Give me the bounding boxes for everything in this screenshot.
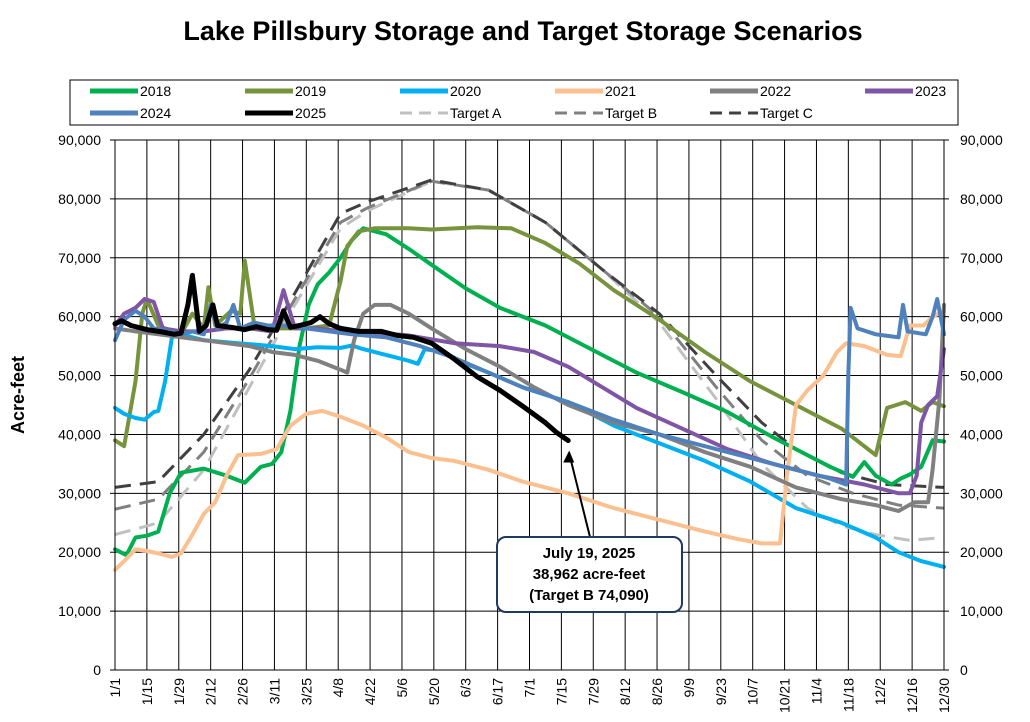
x-tick-label: 9/9 [681, 678, 697, 698]
y-tick-label-right: 90,000 [960, 132, 1003, 148]
series-line-2022 [113, 302, 946, 513]
y-tick-label-right: 80,000 [960, 191, 1003, 207]
legend-label: 2019 [295, 83, 326, 99]
y-tick-label-right: 70,000 [960, 250, 1003, 266]
legend-label: 2020 [450, 83, 481, 99]
x-tick-label: 6/3 [458, 678, 474, 698]
y-tick-label-left: 0 [93, 662, 101, 678]
legend: 2018 2019 2020 2021 2022 2023 2024 2025 Target A… [90, 83, 946, 121]
series-line-2018 [113, 226, 946, 558]
y-tick-label-left: 40,000 [58, 426, 101, 442]
annotation-text: (Target B 74,090) [529, 587, 649, 604]
x-tick-label: 11/18 [840, 678, 856, 712]
annotation-text: 38,962 acre-feet [533, 566, 646, 583]
x-tick-label: 1/1 [107, 678, 123, 698]
series-line-target-a [114, 179, 945, 542]
series-line-target-b [114, 179, 945, 511]
x-tick-label: 2/26 [235, 678, 251, 705]
x-tick-label: 4/22 [362, 678, 378, 705]
y-tick-label-left: 30,000 [58, 485, 101, 501]
series-line-2023 [113, 288, 946, 496]
y-tick-label-right: 60,000 [960, 309, 1003, 325]
annotation-text: July 19, 2025 [543, 545, 636, 562]
x-tick-label: 1/29 [171, 678, 187, 705]
legend-label: Target A [450, 105, 502, 121]
x-tick-label: 5/6 [394, 678, 410, 698]
y-axis-right: 0 10,000 20,000 30,000 40,000 50,000 60,000 70,… [944, 132, 1003, 678]
legend-label: Target B [605, 105, 657, 121]
series-line-2021 [113, 308, 946, 572]
y-tick-label-right: 40,000 [960, 426, 1003, 442]
x-tick-label: 11/4 [808, 678, 824, 704]
series-line-2024 [113, 297, 946, 487]
x-tick-label: 7/29 [585, 678, 601, 705]
legend-label: 2025 [295, 105, 326, 121]
x-axis: 1/1 1/15 1/29 2/12 2/26 3/11 3/25 4/8 4/22 5/6 5/2… [107, 678, 952, 713]
y-tick-label-left: 60,000 [58, 309, 101, 325]
y-tick-label-left: 50,000 [58, 368, 101, 384]
x-tick-label: 10/7 [745, 678, 761, 705]
legend-label: 2018 [140, 83, 171, 99]
annotation: July 19, 2025 38,962 acre-feet (Target B 7… [496, 450, 683, 613]
legend-label: 2024 [140, 105, 171, 121]
y-tick-label-left: 80,000 [58, 191, 101, 207]
x-tick-label: 3/11 [266, 678, 282, 704]
x-tick-label: 8/26 [649, 678, 665, 705]
x-tick-label: 4/8 [330, 678, 346, 698]
series-line-2020 [113, 332, 946, 569]
x-tick-label: 8/12 [617, 678, 633, 705]
x-tick-label: 12/30 [936, 678, 952, 713]
annotation-box [496, 536, 683, 613]
x-tick-label: 9/23 [713, 678, 729, 705]
y-tick-label-left: 20,000 [58, 544, 101, 560]
y-tick-label-right: 50,000 [960, 368, 1003, 384]
plot-area [114, 139, 945, 671]
x-tick-label: 10/21 [777, 678, 793, 713]
y-tick-label-right: 30,000 [960, 485, 1003, 501]
x-tick-label: 12/16 [904, 678, 920, 713]
legend-label: 2023 [915, 83, 946, 99]
y-tick-label-right: 20,000 [960, 544, 1003, 560]
annotation-arrow-line [568, 453, 591, 538]
annotation-arrow-head [563, 450, 575, 463]
x-tick-label: 6/17 [490, 678, 506, 705]
x-tick-label: 2/12 [203, 678, 219, 705]
x-tick-label: 12/2 [872, 678, 888, 705]
y-tick-label-right: 0 [960, 662, 968, 678]
x-tick-label: 7/15 [553, 678, 569, 705]
y-tick-label-left: 70,000 [58, 250, 101, 266]
legend-label: Target C [760, 105, 813, 121]
series-line-2025 [112, 272, 571, 444]
x-tick-label: 7/1 [522, 678, 538, 698]
legend-box [69, 79, 959, 126]
legend-label: 2022 [760, 83, 791, 99]
x-tick-label: 1/15 [139, 678, 155, 705]
x-tick-label: 3/25 [298, 678, 314, 705]
chart-title: Lake Pillsbury Storage and Target Storag… [183, 16, 862, 46]
legend-label: 2021 [605, 83, 636, 99]
y-tick-label-left: 90,000 [58, 132, 101, 148]
y-axis-label: Acre-feet [8, 356, 28, 434]
series-layer [112, 178, 946, 572]
y-axis-left: 0 10,000 20,000 30,000 40,000 50,000 60,000 70,… [58, 132, 115, 678]
x-tick-label: 5/20 [426, 678, 442, 705]
y-tick-label-left: 10,000 [58, 603, 101, 619]
y-tick-label-right: 10,000 [960, 603, 1003, 619]
